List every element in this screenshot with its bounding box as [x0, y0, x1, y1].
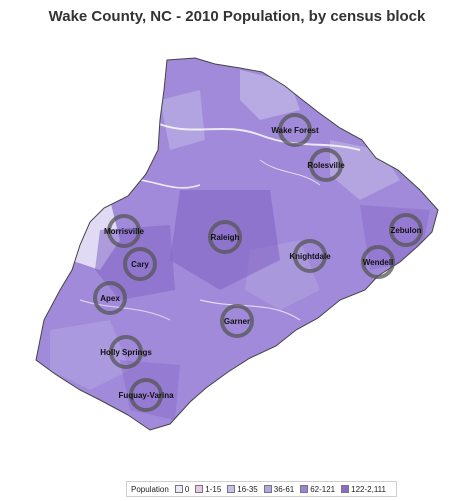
map-title: Wake County, NC - 2010 Population, by ce… [48, 8, 426, 25]
legend-label: 1-15 [205, 484, 222, 494]
city-label-morrisville: Morrisville [104, 227, 145, 236]
legend-swatch [263, 485, 272, 493]
city-holly-springs-marker[interactable]: Holly Springs [100, 335, 152, 369]
city-ring [208, 220, 242, 254]
city-label-garner: Garner [224, 317, 250, 326]
city-label-apex: Apex [100, 294, 120, 303]
city-label-raleigh: Raleigh [211, 233, 240, 242]
city-label-knightdale: Knightdale [289, 252, 331, 261]
city-label-wendell: Wendell [363, 258, 394, 267]
legend-swatch [174, 485, 183, 493]
legend-label: 16-35 [237, 484, 258, 494]
county-border [35, 57, 439, 431]
city-wendell-marker[interactable]: Wendell [361, 245, 395, 279]
city-ring [109, 335, 143, 369]
legend-item: 1-15 [195, 485, 221, 494]
legend-swatch [195, 485, 204, 493]
city-label-rolesville: Rolesville [307, 161, 345, 170]
city-knightdale-marker[interactable]: Knightdale [289, 239, 331, 273]
city-label-zebulon: Zebulon [390, 226, 421, 235]
city-ring [309, 148, 343, 182]
city-cary-marker[interactable]: Cary [123, 247, 157, 281]
legend-item: 16-35 [227, 484, 258, 494]
city-ring [93, 281, 127, 315]
legend-swatch [227, 485, 236, 493]
city-garner-marker[interactable]: Garner [220, 304, 254, 338]
legend-label: 0 [184, 484, 190, 494]
city-rolesville-marker[interactable]: Rolesville [307, 148, 345, 182]
city-ring [361, 245, 395, 279]
legend-label: 122-2,111 [351, 484, 386, 494]
city-label-wake-forest: Wake Forest [271, 126, 319, 135]
city-wake-forest-marker[interactable]: Wake Forest [271, 113, 319, 147]
legend: Population 0 1-15 16-35 36-61 62-121 122… [126, 481, 397, 497]
city-morrisville-marker[interactable]: Morrisville [104, 214, 145, 248]
city-ring [129, 378, 163, 412]
legend-swatch [300, 485, 309, 493]
legend-item: 36-61 [263, 484, 295, 494]
city-ring [293, 239, 327, 273]
city-zebulon-marker[interactable]: Zebulon [389, 213, 423, 247]
legend-item: 122-2,111 [341, 485, 386, 494]
city-label-cary: Cary [131, 260, 149, 269]
city-ring [220, 304, 254, 338]
legend-item: 0 [174, 484, 190, 494]
city-raleigh-marker[interactable]: Raleigh [208, 220, 242, 254]
legend-swatch [341, 485, 350, 493]
city-ring [107, 214, 141, 248]
city-ring [123, 247, 157, 281]
legend-item: 62-121 [300, 485, 335, 494]
legend-label: 36-61 [273, 484, 295, 494]
legend-title: Population [131, 484, 169, 494]
city-label-holly-springs: Holly Springs [100, 348, 152, 357]
city-ring [278, 113, 312, 147]
legend-label: 62-121 [310, 484, 336, 494]
city-label-fuquay-varina: Fuquay-Varina [118, 391, 174, 400]
city-ring [389, 213, 423, 247]
city-fuquay-varina-marker[interactable]: Fuquay-Varina [118, 378, 174, 412]
city-apex-marker[interactable]: Apex [93, 281, 127, 315]
